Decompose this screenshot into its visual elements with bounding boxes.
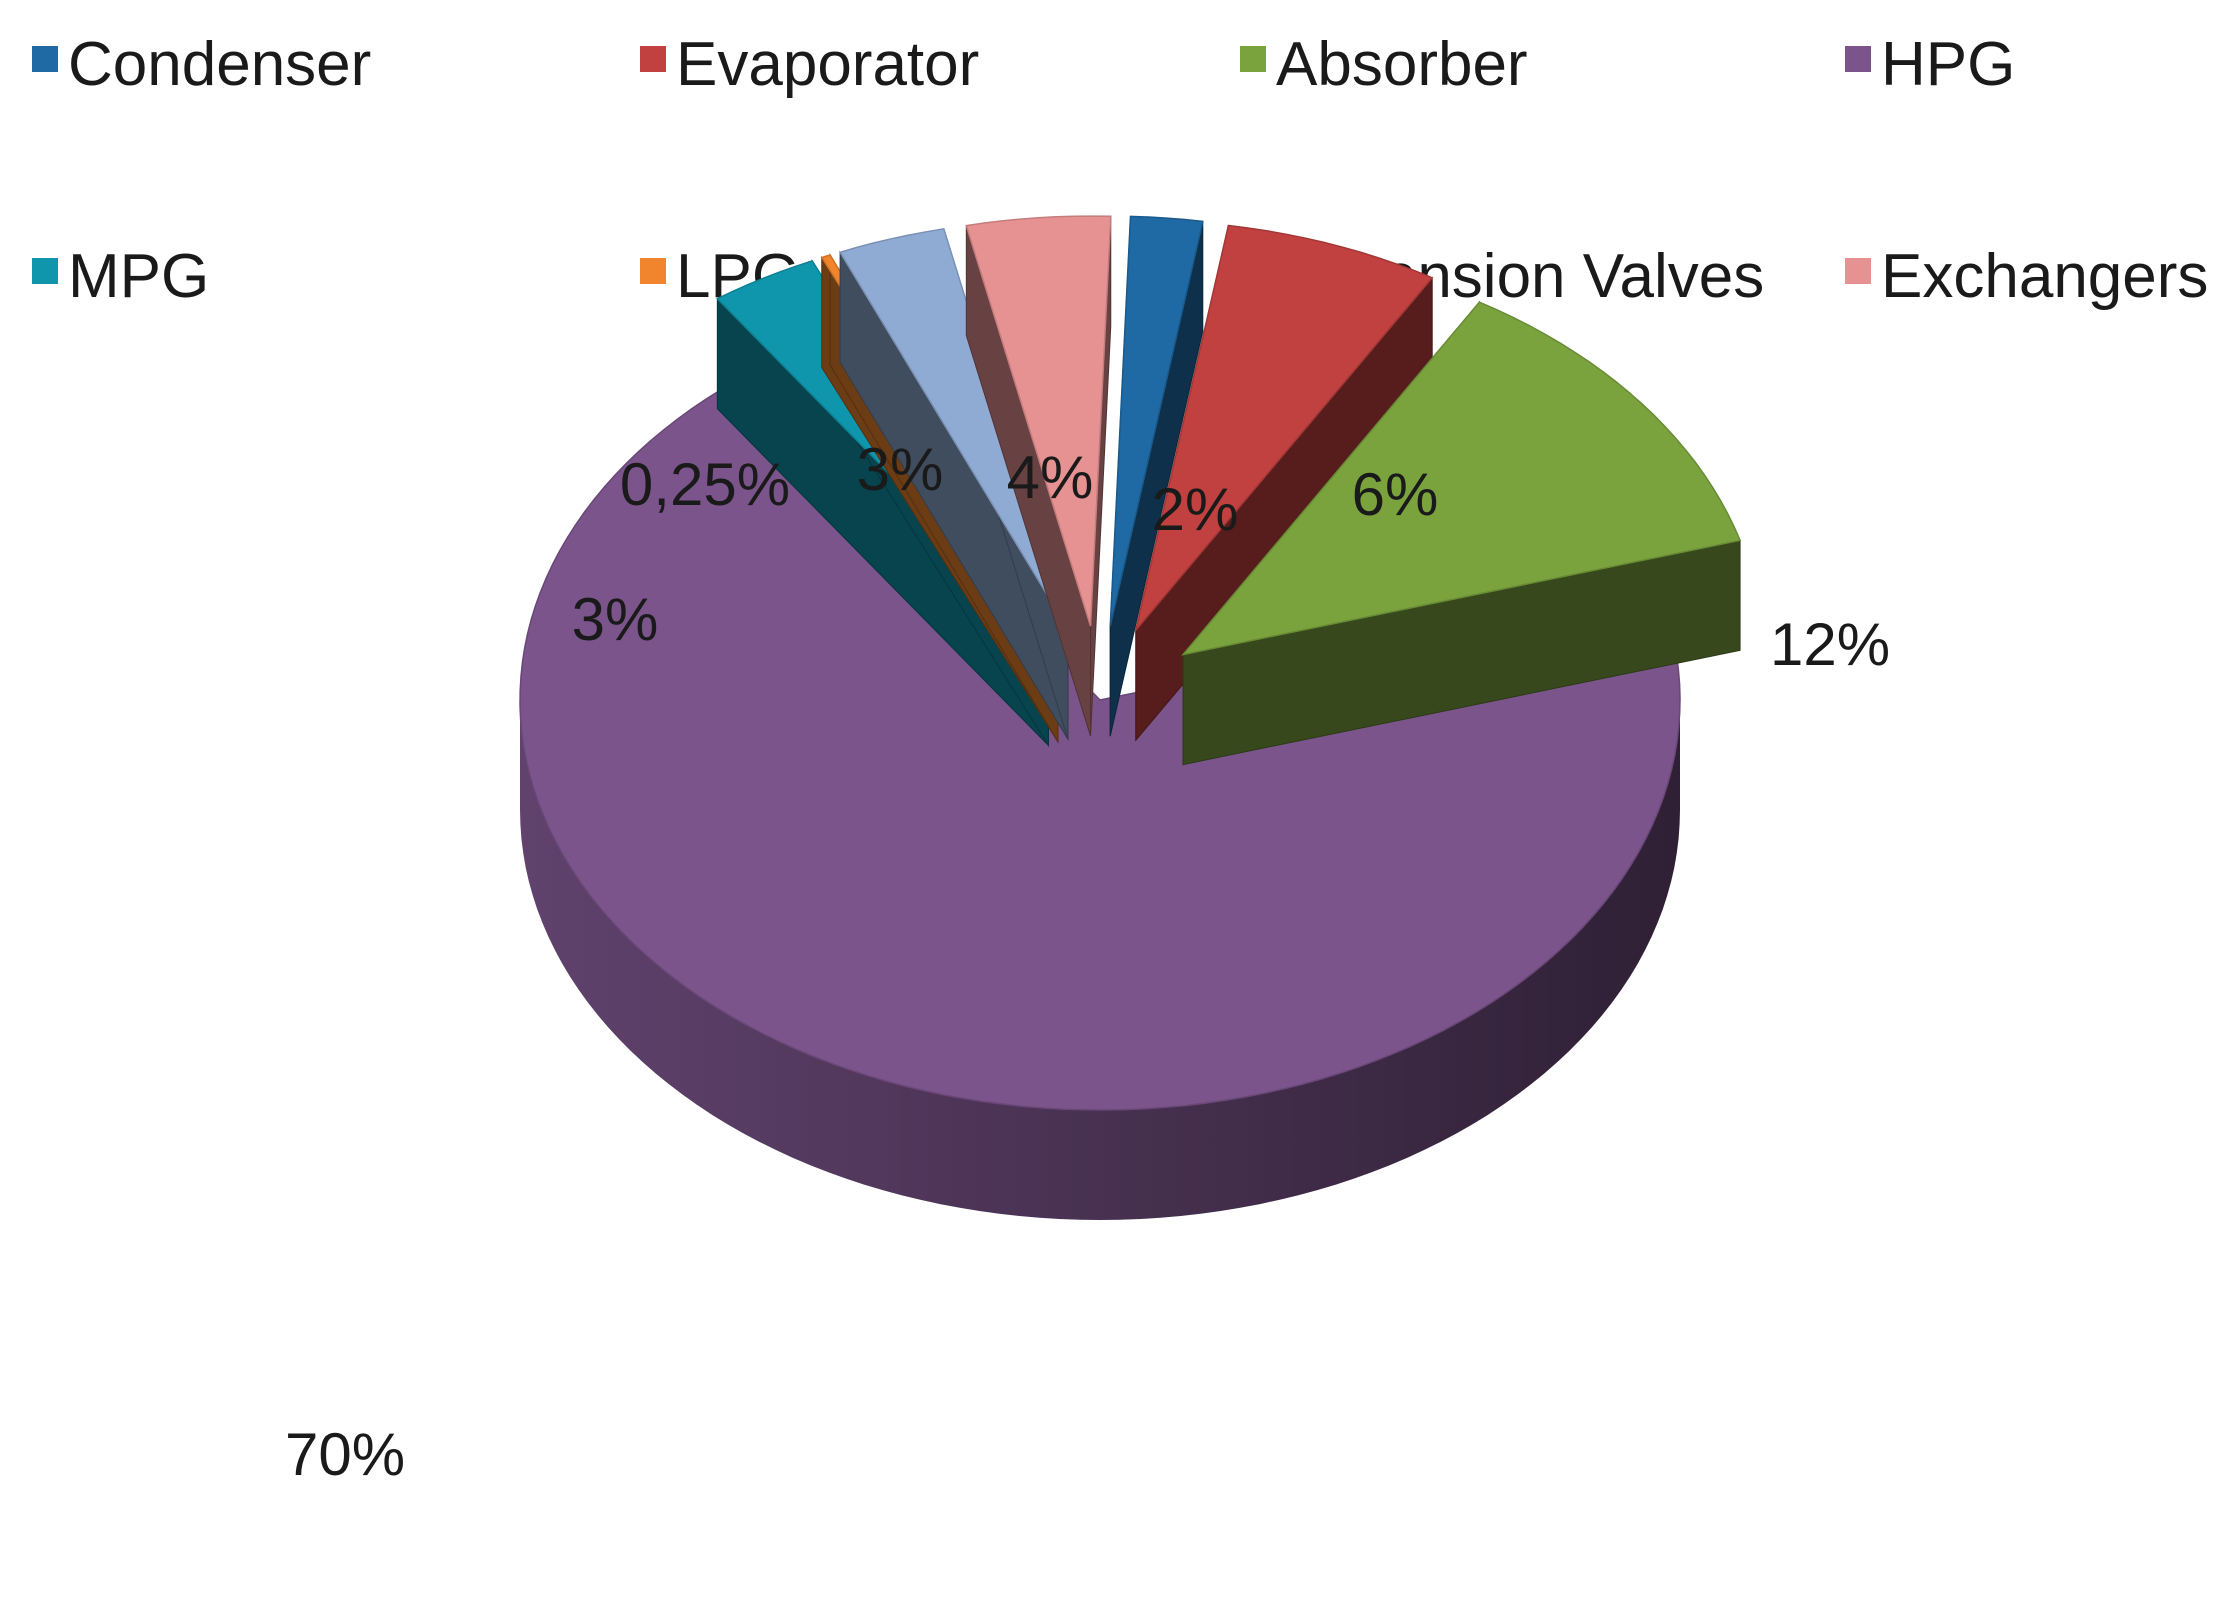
pie-slice-exchangers bbox=[965, 215, 1112, 737]
pie-slice-absorber bbox=[1181, 300, 1742, 766]
legend-label-hpg: HPG bbox=[1881, 30, 2015, 99]
legend-swatch-evaporator bbox=[640, 46, 666, 72]
data-label-hpg: 70% bbox=[285, 1421, 405, 1488]
slice-top-condenser bbox=[1109, 215, 1204, 627]
legend-item-condenser: Condenser bbox=[32, 30, 371, 99]
legend-swatch-absorber bbox=[1240, 46, 1266, 72]
data-label-exchangers: 4% bbox=[1007, 444, 1094, 511]
legend-label-exchangers: Exchangers bbox=[1881, 242, 2208, 311]
legend-label-absorber: Absorber bbox=[1276, 30, 1528, 99]
slice-top-hpg bbox=[519, 362, 1681, 1111]
legend-label-condenser: Condenser bbox=[68, 30, 371, 99]
slice-top-exchangers bbox=[965, 215, 1112, 627]
legend-item-evaporator: Evaporator bbox=[640, 30, 979, 99]
data-label-condenser: 2% bbox=[1152, 476, 1239, 543]
legend-item-mpg: MPG bbox=[32, 242, 209, 311]
slice-top-evaporator bbox=[1135, 224, 1434, 631]
legend-swatch-lpg bbox=[640, 258, 666, 284]
legend-item-hpg: HPG bbox=[1845, 30, 2015, 99]
data-labels: 2% 6% 12% 70% 3% 0,25% 3% 4% bbox=[285, 436, 1890, 1488]
legend-label-evaporator: Evaporator bbox=[676, 30, 979, 99]
pie-plot-area bbox=[519, 215, 1742, 1220]
data-label-absorber: 12% bbox=[1770, 611, 1890, 678]
legend-swatch-mpg bbox=[32, 258, 58, 284]
legend-item-absorber: Absorber bbox=[1240, 30, 1528, 99]
data-label-expansion-valves: 3% bbox=[857, 436, 944, 503]
data-label-mpg: 3% bbox=[572, 586, 659, 653]
slice-top-absorber bbox=[1181, 301, 1742, 656]
legend-swatch-condenser bbox=[32, 46, 58, 72]
data-label-lpg: 0,25% bbox=[620, 451, 790, 518]
data-label-evaporator: 6% bbox=[1352, 461, 1439, 528]
legend-swatch-hpg bbox=[1845, 46, 1871, 72]
legend-item-exchangers: Exchangers bbox=[1845, 242, 2208, 311]
pie-slice-condenser bbox=[1109, 215, 1204, 737]
legend-label-mpg: MPG bbox=[68, 242, 209, 311]
slice-top-expansion-valves bbox=[838, 227, 1069, 630]
legend-swatch-exchangers bbox=[1845, 258, 1871, 284]
slice-side-hpg bbox=[520, 700, 1680, 1220]
